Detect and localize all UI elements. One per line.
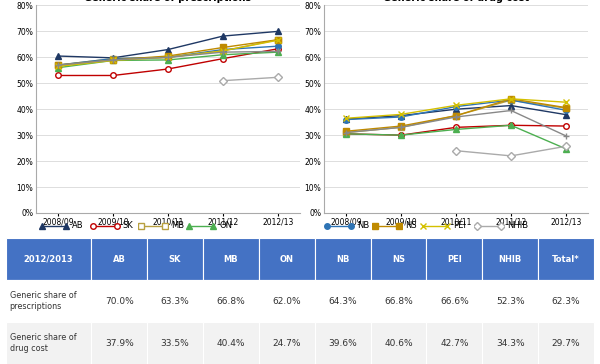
Text: AB: AB	[113, 255, 125, 264]
Text: 42.7%: 42.7%	[440, 339, 469, 348]
Text: 63.3%: 63.3%	[161, 297, 190, 306]
Text: ON: ON	[219, 221, 232, 230]
Text: SK: SK	[169, 255, 181, 264]
Text: 2012/2013: 2012/2013	[24, 255, 73, 264]
Text: NHIB: NHIB	[507, 221, 528, 230]
Text: 29.7%: 29.7%	[552, 339, 580, 348]
Text: MB: MB	[171, 221, 184, 230]
Text: 24.7%: 24.7%	[272, 339, 301, 348]
Text: 33.5%: 33.5%	[161, 339, 190, 348]
Text: MB: MB	[224, 255, 238, 264]
Text: 34.3%: 34.3%	[496, 339, 524, 348]
Text: 39.6%: 39.6%	[328, 339, 357, 348]
Text: 62.3%: 62.3%	[552, 297, 580, 306]
Text: Total*: Total*	[552, 255, 580, 264]
Text: SK: SK	[123, 221, 134, 230]
Text: NB: NB	[357, 221, 369, 230]
Text: 40.6%: 40.6%	[384, 339, 413, 348]
Text: Generic share of
drug cost: Generic share of drug cost	[10, 333, 76, 353]
Text: 66.8%: 66.8%	[384, 297, 413, 306]
Text: 52.3%: 52.3%	[496, 297, 524, 306]
Text: 64.3%: 64.3%	[328, 297, 357, 306]
Text: 70.0%: 70.0%	[105, 297, 134, 306]
Title: Generic share of prescriptions: Generic share of prescriptions	[85, 0, 251, 3]
Text: PEI: PEI	[453, 221, 466, 230]
Text: ON: ON	[280, 255, 294, 264]
Text: Generic share of
prescriptions: Generic share of prescriptions	[10, 291, 76, 311]
Text: NS: NS	[392, 255, 405, 264]
Text: 66.6%: 66.6%	[440, 297, 469, 306]
Title: Generic share of drug cost: Generic share of drug cost	[383, 0, 529, 3]
Text: NHIB: NHIB	[499, 255, 522, 264]
Text: NS: NS	[405, 221, 416, 230]
Text: PEI: PEI	[447, 255, 462, 264]
Text: AB: AB	[72, 221, 83, 230]
Text: 37.9%: 37.9%	[105, 339, 134, 348]
Text: 62.0%: 62.0%	[272, 297, 301, 306]
Text: 40.4%: 40.4%	[217, 339, 245, 348]
Text: 66.8%: 66.8%	[217, 297, 245, 306]
Text: NB: NB	[336, 255, 349, 264]
